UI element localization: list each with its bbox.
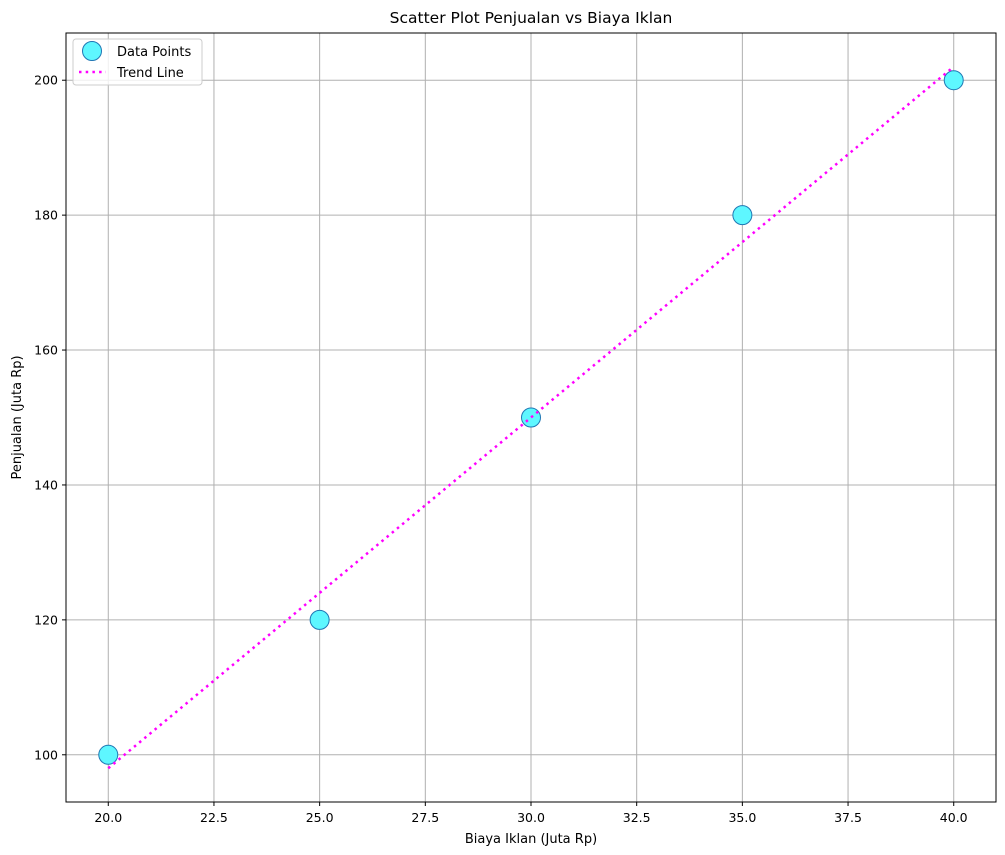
x-tick-label: 20.0 (94, 810, 122, 825)
series-layer (98, 65, 964, 770)
x-tick-label: 37.5 (834, 810, 862, 825)
data-point (309, 609, 330, 630)
y-axis-ticks: 100 120 140 160 180 200 (34, 73, 66, 762)
x-tick-label: 30.0 (517, 810, 545, 825)
x-tick-label: 32.5 (623, 810, 651, 825)
legend-marker-data-points (82, 41, 102, 61)
x-tick-label: 27.5 (411, 810, 439, 825)
y-tick-label: 120 (34, 612, 58, 627)
plot-frame (65, 32, 997, 803)
y-tick-label: 180 (34, 208, 58, 223)
y-tick-label: 100 (34, 747, 58, 762)
y-tick-label: 200 (34, 73, 58, 88)
x-tick-label: 22.5 (200, 810, 228, 825)
x-tick-label: 35.0 (728, 810, 756, 825)
x-tick-label: 25.0 (306, 810, 334, 825)
chart-title: Scatter Plot Penjualan vs Biaya Iklan (390, 9, 673, 27)
legend-box (72, 38, 203, 86)
x-tick-label: 40.0 (940, 810, 968, 825)
y-tick-label: 160 (34, 343, 58, 358)
legend-label-trend-line: Trend Line (116, 66, 184, 81)
trend-line (107, 65, 955, 770)
data-point (98, 744, 119, 765)
data-point (943, 70, 964, 91)
data-point (732, 205, 753, 226)
y-tick-label: 140 (34, 477, 58, 492)
x-axis-ticks: 20.0 22.5 25.0 27.5 30.0 32.5 35.0 37.5 40.0 (94, 802, 968, 825)
legend-label-data-points: Data Points (117, 45, 191, 60)
data-point (521, 407, 541, 428)
x-axis-label: Biaya Iklan (Juta Rp) (465, 832, 597, 847)
legend: Data Points Trend Line (72, 38, 203, 86)
y-axis-label: Penjualan (Juta Rp) (10, 355, 25, 479)
